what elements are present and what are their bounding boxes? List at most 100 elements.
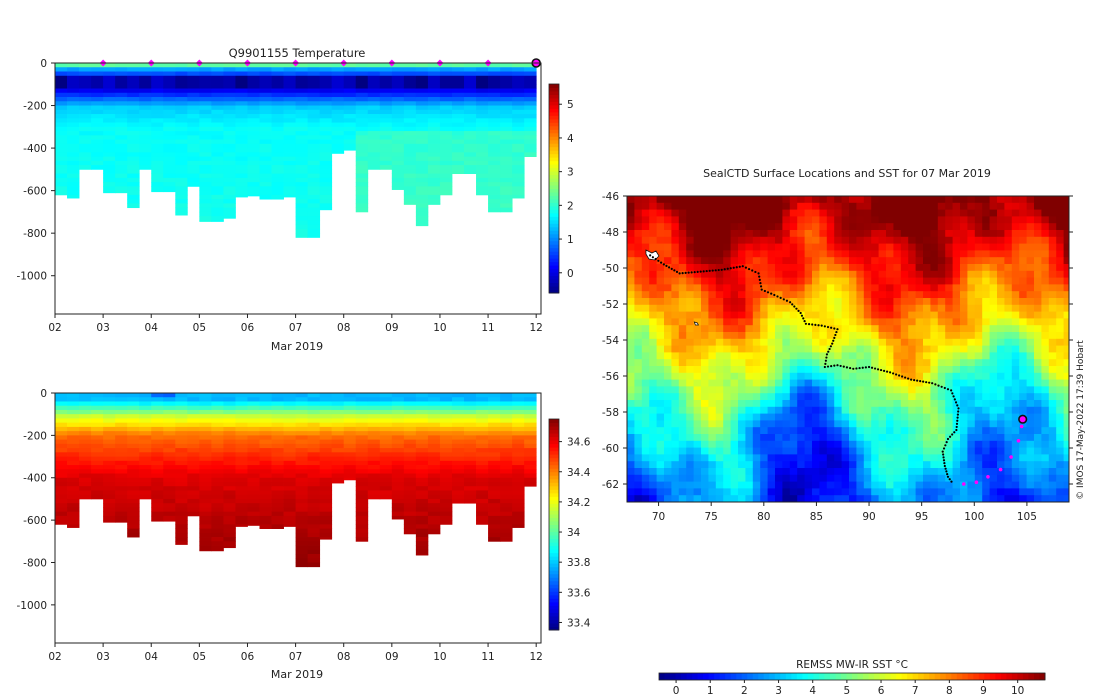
salinity-cell	[379, 490, 393, 496]
temperature-cell	[451, 109, 465, 115]
sst-cell	[945, 427, 953, 435]
sst-cell	[701, 270, 709, 278]
sst-cell	[1019, 304, 1027, 312]
temperature-cell	[415, 67, 429, 72]
salinity-cell	[127, 439, 140, 445]
temperature-cell	[464, 139, 477, 145]
salinity-cell	[283, 414, 296, 419]
temperature-cell	[391, 148, 405, 153]
temperature-cell	[451, 114, 465, 119]
sst-cell	[797, 440, 805, 448]
temperature-colorbar-segment	[549, 118, 559, 123]
sst-cell	[789, 386, 798, 394]
sst-cell	[752, 420, 761, 428]
salinity-cell	[295, 490, 309, 496]
sst-cell	[686, 250, 694, 258]
salinity-cell	[524, 473, 537, 479]
temperature-cell	[163, 122, 176, 128]
salinity-cell	[295, 456, 309, 462]
sst-cell	[641, 440, 650, 448]
salinity-cell	[415, 554, 429, 556]
salinity-cell	[235, 409, 248, 415]
salinity-cell	[199, 435, 212, 441]
sst-cell	[745, 338, 754, 346]
temperature-cell	[235, 63, 248, 68]
sst-cell	[1026, 196, 1035, 204]
temperature-cell	[103, 152, 116, 157]
salinity-cell	[271, 422, 284, 428]
sst-cell	[967, 202, 976, 210]
sst-cell	[1048, 338, 1057, 346]
sst-cell	[989, 345, 998, 353]
temperature-cell	[127, 80, 140, 85]
sst-cell	[893, 209, 902, 217]
salinity-cell	[211, 545, 224, 551]
sst-cell	[849, 379, 857, 387]
sst-cell	[886, 250, 894, 258]
temperature-cell	[524, 118, 537, 123]
salinity-cell	[295, 537, 309, 542]
salinity-cell	[464, 452, 477, 457]
salinity-cell	[319, 452, 333, 457]
sst-cell	[886, 427, 894, 435]
temperature-colorbar-segment	[549, 87, 559, 92]
salinity-panel: 02 03 04 05 06 07 08 09 10 11 12 0-200-400-600-800…	[16, 388, 590, 681]
sst-cell	[671, 352, 680, 360]
sst-cell	[826, 338, 835, 346]
sst-cell	[708, 379, 717, 387]
sst-cell	[1048, 332, 1057, 340]
salinity-cell	[379, 486, 393, 491]
temperature-cell	[211, 160, 224, 166]
temperature-cell	[127, 156, 140, 162]
sst-cell	[701, 264, 709, 272]
salinity-cell	[211, 443, 224, 449]
sst-cell	[819, 277, 828, 285]
sst-cell	[752, 216, 761, 224]
sst-cell	[738, 304, 746, 312]
temperature-cell	[139, 105, 152, 111]
sst-cell	[1056, 413, 1064, 421]
sst-cell	[960, 359, 968, 367]
salinity-cell	[199, 498, 212, 504]
temperature-cell	[415, 101, 429, 106]
sst-cell	[849, 372, 857, 380]
sst-cell	[989, 202, 998, 210]
sst-cell	[982, 223, 990, 231]
sst-cell	[678, 366, 687, 374]
temperature-cell	[139, 67, 152, 72]
temperature-cell	[307, 126, 321, 132]
salinity-cell	[67, 405, 80, 411]
salinity-cell	[355, 507, 369, 513]
sst-cell	[937, 304, 946, 312]
salinity-cell	[115, 477, 128, 483]
temperature-colorbar-segment	[549, 261, 559, 266]
sst-cell	[715, 270, 724, 278]
sst-cell	[915, 406, 924, 414]
sst-cell	[767, 250, 776, 258]
sst-cell	[664, 345, 672, 353]
sst-cell	[1019, 400, 1027, 408]
salinity-cell	[488, 393, 501, 398]
sst-cell	[627, 366, 635, 374]
temperature-cell	[439, 71, 453, 77]
salinity-colorbar-segment	[549, 422, 559, 427]
salinity-cell	[403, 460, 417, 466]
temperature-cell	[391, 105, 405, 111]
sst-cell	[1019, 332, 1027, 340]
salinity-colorbar-segment	[549, 419, 559, 424]
temperature-cell	[439, 156, 453, 162]
salinity-cell	[427, 414, 441, 419]
temperature-colorbar-segment	[549, 146, 559, 151]
sst-cell	[886, 264, 894, 272]
salinity-cell	[259, 435, 272, 441]
temperature-cell	[163, 71, 176, 77]
temperature-cell	[115, 186, 128, 192]
sst-cell	[900, 413, 909, 421]
temperature-cell	[307, 101, 321, 106]
salinity-cell	[379, 414, 393, 419]
temperature-cell	[127, 122, 140, 128]
temperature-cell	[476, 88, 489, 94]
sst-cell	[819, 243, 828, 251]
temperature-cell	[391, 75, 405, 81]
temperature-cell	[355, 186, 369, 192]
